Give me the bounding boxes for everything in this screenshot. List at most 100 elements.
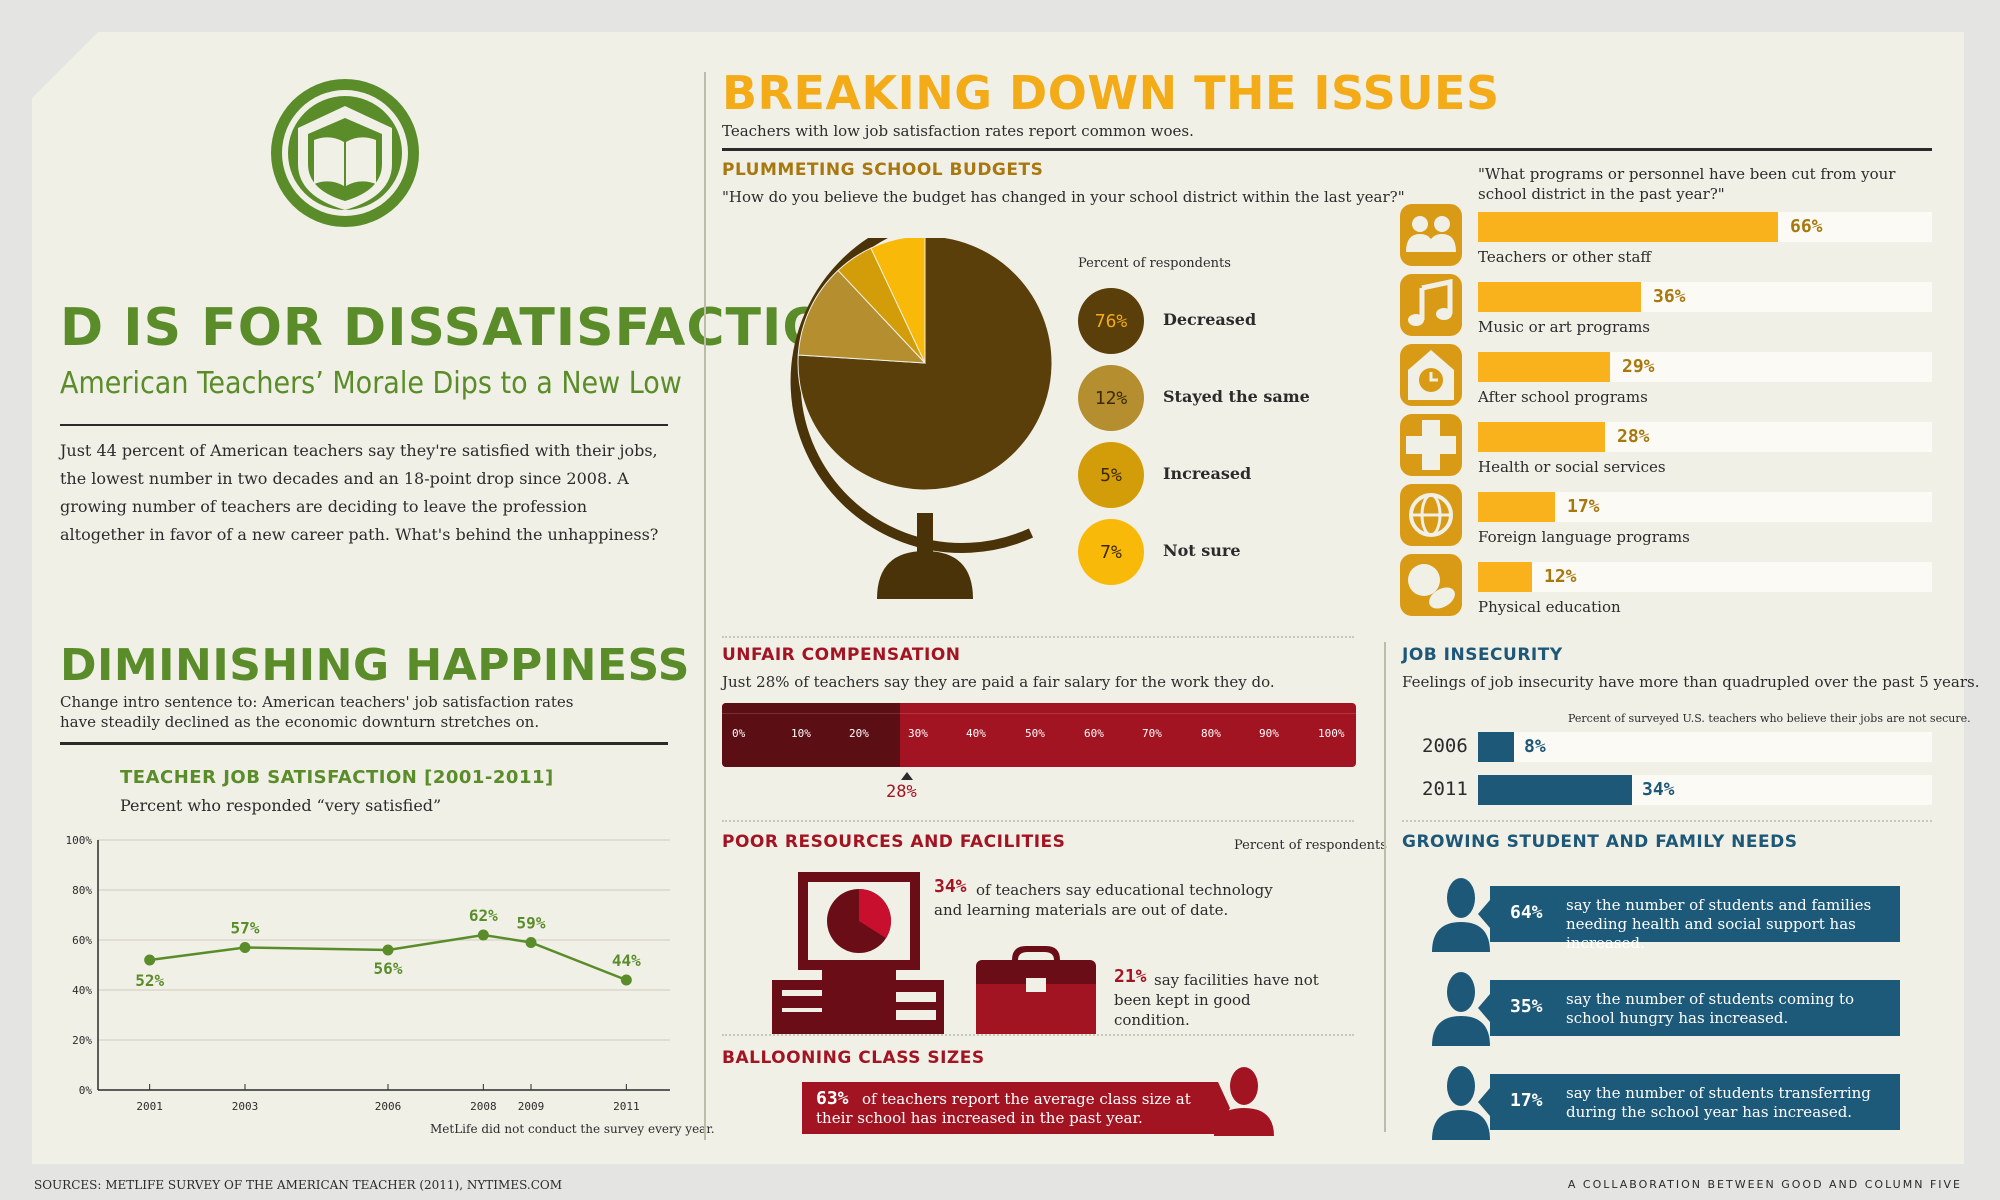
data-point (525, 937, 537, 948)
bar-value: 36% (1653, 286, 1686, 307)
pointer-arrow-icon (1478, 900, 1490, 928)
happiness-title: DIMINISHING HAPPINESS (60, 640, 690, 691)
legend-label: Increased (1163, 464, 1252, 483)
facil-pct: 21% (1114, 966, 1147, 987)
need-pct: 35% (1510, 996, 1543, 1017)
bar-value: 12% (1544, 566, 1577, 587)
bar-label: Foreign language programs (1478, 528, 1690, 546)
class-sizes-title: BALLOONING CLASS SIZES (722, 1048, 985, 1068)
bar-value: 8% (1524, 736, 1546, 757)
bar-fill (1478, 732, 1514, 762)
data-label: 56% (374, 959, 403, 978)
music-note-icon (1400, 274, 1462, 336)
scale-tick-label: 10% (791, 727, 811, 740)
cuts-question: "What programs or personnel have been cu… (1478, 165, 1896, 203)
budgets-question: "How do you believe the budget has chang… (722, 188, 1405, 206)
person-icon (1214, 1067, 1274, 1136)
pie-slice (797, 269, 927, 364)
year-label: 2006 (1422, 735, 1468, 757)
scale-tick-label: 50% (1025, 727, 1045, 740)
scale-tick-label: 20% (849, 727, 869, 740)
globe-icon (1400, 484, 1462, 546)
tech-pct: 34% (934, 876, 967, 897)
bar-label: Music or art programs (1478, 318, 1651, 336)
x-tick-label: 2003 (232, 1100, 259, 1113)
need-text: say the number of students transferring … (1566, 1084, 1871, 1121)
x-tick-label: 2001 (136, 1100, 163, 1113)
main-title: D IS FOR DISSATISFACTION (60, 298, 873, 358)
bar-label: After school programs (1478, 388, 1648, 406)
bar-fill (1478, 212, 1778, 242)
person-icon (1432, 878, 1490, 952)
scale-tick-label: 90% (1259, 727, 1279, 740)
data-point (239, 942, 251, 953)
budgets-title: PLUMMETING SCHOOL BUDGETS (722, 160, 1044, 180)
need-card: 17% say the number of students transferri… (1490, 1074, 1900, 1130)
legend-label: Decreased (1163, 310, 1257, 329)
bar-label: Health or social services (1478, 458, 1666, 476)
chart-note: MetLife did not conduct the survey every… (430, 1122, 715, 1136)
scale-band (722, 713, 1356, 714)
compensation-marker-label: 28% (886, 782, 917, 802)
bar-value: 28% (1617, 426, 1650, 447)
dotted-divider (722, 820, 1354, 823)
compensation-text: Just 28% of teachers say they are paid a… (722, 673, 1275, 691)
insecurity-caption: Percent of surveyed U.S. teachers who be… (1568, 712, 1971, 725)
facil-text: say facilities have not been kept in goo… (1114, 971, 1319, 1029)
x-tick-label: 2006 (375, 1100, 402, 1113)
footer-credit: A COLLABORATION BETWEEN GOOD AND COLUMN … (1567, 1178, 1962, 1191)
need-text: say the number of students coming to sch… (1566, 990, 1855, 1027)
column-divider (704, 72, 706, 1140)
bar-fill (1478, 282, 1641, 312)
bar-value: 17% (1567, 496, 1600, 517)
bar-fill (1478, 352, 1610, 382)
bar-track (1478, 562, 1932, 592)
compensation-title: UNFAIR COMPENSATION (722, 645, 961, 665)
need-text: say the number of students and families … (1566, 896, 1872, 952)
issues-subtitle: Teachers with low job satisfaction rates… (722, 122, 1194, 140)
scale-fill (722, 703, 900, 767)
pointer-arrow-icon (1478, 994, 1490, 1022)
globe-stand (917, 513, 933, 553)
computer-icon (772, 872, 944, 1034)
legend-badge: 12% (1078, 365, 1144, 431)
tech-text: of teachers say educational technology a… (934, 881, 1273, 919)
series-line (149, 933, 627, 982)
class-sizes-text: of teachers report the average class siz… (816, 1090, 1191, 1127)
data-label: 62% (469, 906, 498, 925)
scale-tick-label: 100% (1318, 727, 1345, 740)
satisfaction-line-chart: 0% 20% 40% 60% 80% 100% 2001 52% 2003 57% 2006 56% 2… (66, 834, 670, 1113)
insecurity-title: JOB INSECURITY (1402, 645, 1563, 665)
scale-tick-label: 0% (732, 727, 746, 740)
data-point (477, 929, 489, 941)
footer-sources: SOURCES: METLIFE SURVEY OF THE AMERICAN … (34, 1178, 563, 1192)
bar-value: 29% (1622, 356, 1655, 377)
compensation-scale-bar: 0% 10% 20% 30% 40% 50% 60% 70% 80% 90% 100% (722, 703, 1356, 767)
divider (60, 424, 668, 426)
person-icon (1432, 1066, 1490, 1140)
toolbox-icon (976, 946, 1096, 1034)
chart-title: TEACHER JOB SATISFACTION [2001-2011] (120, 767, 554, 788)
divider (722, 148, 1932, 151)
bar-label: Teachers or other staff (1478, 248, 1652, 266)
data-label: 59% (517, 914, 546, 933)
x-tick-label: 2011 (613, 1100, 640, 1113)
bar-fill (1478, 775, 1632, 805)
data-label: 57% (231, 919, 260, 938)
data-label: 44% (612, 951, 641, 970)
x-tick-label: 2008 (470, 1100, 497, 1113)
person-icon (1432, 972, 1490, 1046)
bar-track (1478, 732, 1932, 762)
legend-badge: 7% (1078, 519, 1144, 585)
y-tick-label: 60% (72, 934, 92, 947)
issues-title: BREAKING DOWN THE ISSUES (722, 66, 1500, 120)
y-tick-label: 80% (72, 884, 92, 897)
intro-paragraph: Just 44 percent of American teachers say… (60, 441, 659, 544)
pointer-arrow-icon (1478, 1088, 1490, 1116)
y-tick-label: 100% (66, 834, 93, 847)
y-tick-label: 20% (72, 1034, 92, 1047)
budget-globe-pie-chart (790, 238, 1053, 599)
legend-badge: 76% (1078, 288, 1144, 354)
data-point (144, 954, 156, 966)
bar-fill (1478, 422, 1605, 452)
